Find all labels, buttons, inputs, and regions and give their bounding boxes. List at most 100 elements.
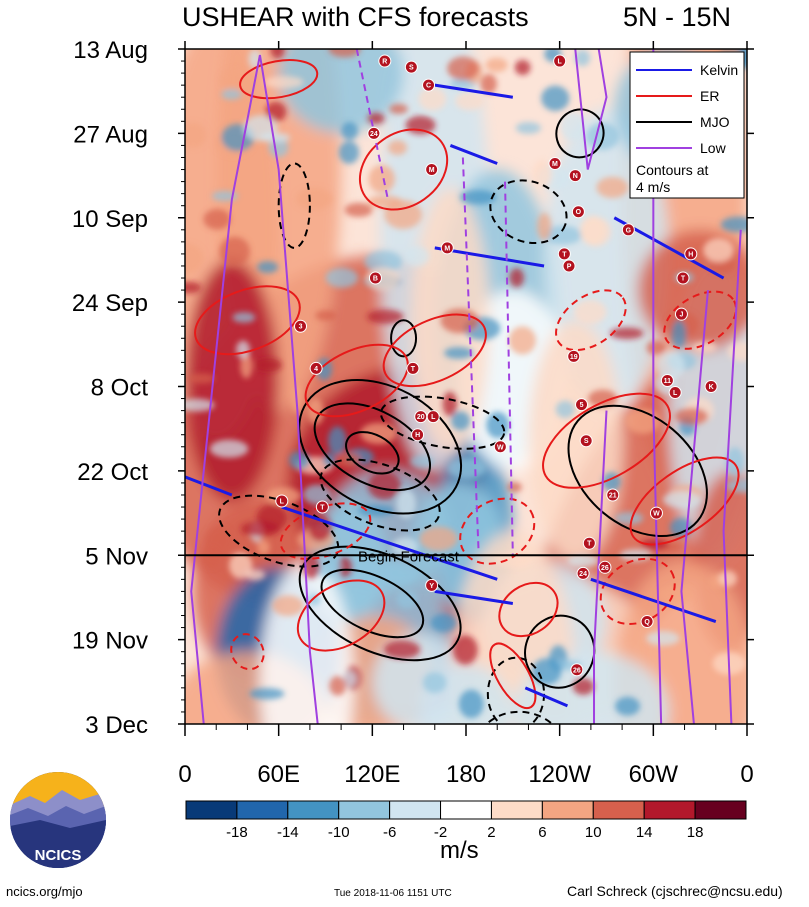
kelvin-contour [449, 144, 498, 165]
storm-label: 26 [573, 667, 581, 674]
shading-speck [614, 511, 644, 525]
shading-speck [662, 491, 701, 509]
shading-speck [658, 585, 693, 605]
shading-speck [384, 200, 423, 230]
storm-marker: H [684, 247, 698, 261]
storm-label: M [429, 167, 435, 174]
storm-label: G [626, 227, 632, 234]
low-contour [355, 49, 389, 200]
shading-speck [337, 556, 352, 577]
storm-marker: T [557, 247, 571, 261]
shading-speck [444, 346, 474, 359]
site-url[interactable]: ncics.org/mjo [6, 884, 83, 899]
kelvin-contour [281, 505, 498, 581]
storm-marker: Q [640, 615, 654, 629]
shading-speck [480, 74, 497, 94]
shading-speck [447, 56, 479, 81]
colorbar-unit: m/s [440, 837, 479, 864]
storm-marker: R [378, 54, 392, 68]
x-tick-label: 0 [740, 761, 753, 788]
kelvin-contour [185, 475, 233, 497]
storm-marker: L [426, 410, 440, 424]
shading-speck [389, 103, 408, 115]
shading-speck [236, 340, 250, 359]
colorbar-swatch [643, 800, 696, 820]
colorbar: -18 -14 -10 -6 -2 2 6 10 14 18 [185, 800, 747, 841]
colorbar-tick-label: 18 [687, 824, 704, 841]
shading-speck [588, 389, 618, 408]
low-contour [504, 181, 514, 556]
mjo-contour [486, 656, 546, 724]
x-tick-label: 60E [257, 761, 300, 788]
shading-speck [325, 267, 359, 288]
shading-speck [555, 400, 575, 419]
shading-speck [329, 676, 347, 696]
shading-speck [726, 479, 747, 493]
shading-speck [240, 353, 253, 379]
storm-marker: G [621, 223, 635, 237]
colorbar-swatch [338, 800, 391, 820]
er-contour [663, 290, 738, 350]
shading-speck [295, 187, 333, 210]
shading-speck [656, 351, 685, 381]
shading-speck [344, 202, 373, 218]
shading-speck [514, 59, 531, 76]
storm-marker: M [548, 157, 562, 171]
shading-speck [240, 521, 280, 537]
storm-marker: 24 [367, 126, 381, 140]
storm-marker: L [668, 386, 682, 400]
shading-speck [315, 310, 337, 321]
legend-label-kelvin: Kelvin [700, 62, 738, 78]
y-tick-label: 13 Aug [73, 37, 148, 64]
storm-marker: H [411, 428, 425, 442]
shading-speck [485, 57, 508, 73]
shading-speck [422, 672, 447, 694]
kelvin-contour [524, 686, 569, 708]
storm-label: M [444, 245, 450, 252]
y-tick-label: 8 Oct [91, 375, 149, 402]
low-contour [680, 289, 709, 724]
colorbar-swatch [440, 800, 492, 820]
colorbar-swatch [490, 800, 543, 820]
storm-label: 20 [417, 414, 425, 421]
storm-marker: 20 [414, 410, 428, 424]
shading-speck [364, 250, 403, 273]
shading-speck [272, 595, 304, 617]
shading-speck [509, 268, 525, 288]
legend-label-low: Low [700, 140, 727, 156]
colorbar-tick-label: -2 [434, 824, 447, 841]
shading-speck [532, 159, 552, 188]
colorbar-tick-label: -6 [383, 824, 396, 841]
storm-marker: M [440, 241, 454, 255]
storm-marker: T [676, 271, 690, 285]
colorbar-tick-label: -14 [277, 824, 299, 841]
storm-marker: C [422, 78, 436, 92]
storm-marker: 11 [660, 373, 674, 387]
colorbar-swatch [185, 800, 238, 820]
storm-marker: J [674, 307, 688, 321]
shading-speck [542, 225, 583, 245]
colorbar-swatch [236, 800, 289, 820]
shading-blob [185, 259, 279, 502]
region-label: 5N - 15N [623, 2, 731, 32]
shading-speck [725, 447, 745, 477]
storm-label: W [653, 511, 660, 518]
er-contour [194, 285, 301, 356]
storm-label: W [497, 444, 504, 451]
storm-marker: 4 [309, 361, 323, 375]
er-contour [542, 392, 671, 489]
storm-label: 11 [664, 378, 672, 385]
storm-marker: 21 [606, 488, 620, 502]
colorbar-tick-label: -18 [226, 824, 248, 841]
shading-speck [610, 327, 644, 340]
logo-text: NCICS [35, 847, 82, 864]
shading-speck [727, 341, 747, 362]
storm-marker: 26 [570, 663, 584, 677]
shading-speck [404, 245, 430, 267]
storm-label: J [679, 312, 683, 319]
y-tick-label: 24 Sep [72, 290, 148, 317]
er-contour [599, 557, 676, 625]
shading-speck [303, 484, 331, 505]
shading-speck [328, 49, 361, 58]
